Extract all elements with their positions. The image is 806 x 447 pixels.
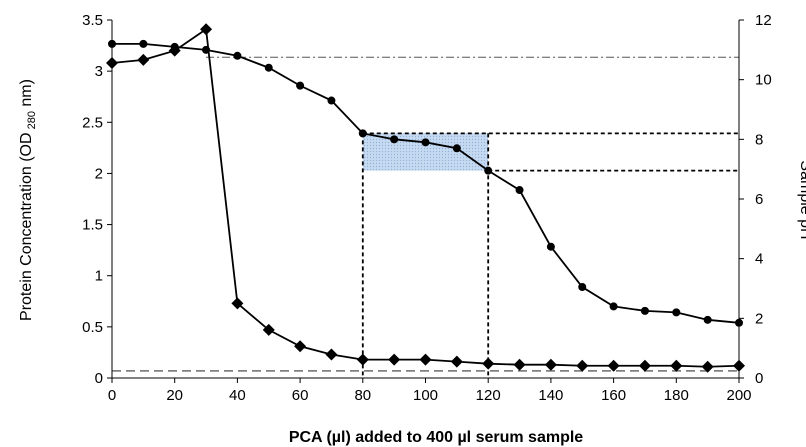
annotations-layer bbox=[112, 56, 739, 378]
series-2-point bbox=[452, 144, 461, 153]
right-tick-label: 2 bbox=[755, 310, 763, 327]
left-axis-title-end: nm) bbox=[18, 79, 35, 111]
series-2-point bbox=[578, 283, 587, 292]
x-tick-label: 120 bbox=[476, 387, 501, 404]
series-1-point bbox=[137, 53, 150, 66]
x-tick-label: 180 bbox=[664, 387, 689, 404]
x-tick-label: 80 bbox=[354, 387, 371, 404]
right-tick-label: 4 bbox=[755, 251, 763, 268]
series-2-point bbox=[515, 186, 524, 195]
x-tick-label: 200 bbox=[726, 387, 751, 404]
series-2-point bbox=[139, 39, 148, 48]
x-tick-label: 60 bbox=[292, 387, 309, 404]
series-1-point bbox=[419, 353, 432, 366]
right-tick-label: 0 bbox=[755, 370, 763, 387]
series-2-point bbox=[296, 81, 305, 90]
series-1-point bbox=[544, 358, 557, 371]
series-2-point bbox=[640, 306, 649, 315]
x-tick-label: 40 bbox=[229, 387, 246, 404]
left-tick-label: 2.5 bbox=[82, 114, 103, 131]
series-1-point bbox=[106, 56, 118, 69]
series-2-point bbox=[390, 135, 399, 144]
series-2-point bbox=[327, 96, 336, 105]
series-1-point bbox=[733, 359, 745, 372]
right-tick-label: 8 bbox=[755, 131, 763, 148]
series-1-point bbox=[294, 340, 307, 353]
series-1-point bbox=[231, 297, 244, 310]
series-1-point bbox=[607, 359, 620, 372]
series-2-point bbox=[703, 315, 712, 324]
series-2-point bbox=[108, 39, 116, 48]
series-2-point bbox=[358, 129, 367, 138]
right-axis-title: Sample pH bbox=[797, 160, 806, 239]
series-2-line bbox=[112, 42, 740, 324]
left-tick-label: 0.5 bbox=[82, 319, 103, 336]
series-2-point bbox=[202, 45, 211, 54]
series-1-point bbox=[388, 353, 401, 366]
series-1-point bbox=[200, 23, 213, 36]
left-tick-label: 0 bbox=[95, 370, 103, 387]
x-tick-label: 140 bbox=[538, 387, 563, 404]
x-tick-label: 100 bbox=[413, 387, 438, 404]
series-1-point bbox=[356, 353, 369, 366]
series-1-point bbox=[482, 357, 495, 370]
right-tick-label: 6 bbox=[755, 191, 763, 208]
series-2-point bbox=[546, 242, 555, 251]
series-1-point bbox=[638, 359, 651, 372]
left-tick-label: 3 bbox=[95, 63, 103, 80]
series-2-point bbox=[170, 42, 179, 51]
series-2-point bbox=[421, 138, 430, 147]
right-tick-label: 10 bbox=[755, 72, 772, 89]
left-tick-label: 1 bbox=[95, 268, 103, 285]
series-2-point bbox=[609, 302, 618, 311]
left-tick-label: 3.5 bbox=[82, 12, 103, 29]
series-1-point bbox=[576, 359, 589, 372]
left-tick-label: 1.5 bbox=[82, 217, 103, 234]
x-tick-label: 20 bbox=[166, 387, 183, 404]
left-tick-label: 2 bbox=[95, 165, 103, 182]
series-1-point bbox=[513, 358, 526, 371]
series-1-line bbox=[111, 27, 740, 368]
series-2-point bbox=[484, 166, 493, 175]
series-1-point bbox=[450, 355, 463, 368]
series-2-point bbox=[672, 308, 681, 317]
series-1-point bbox=[701, 360, 714, 373]
series-2-point bbox=[264, 63, 273, 72]
x-axis-title: PCA (µl) added to 400 µl serum sample bbox=[289, 429, 583, 446]
left-axis-title-main: Protein Concentration (OD bbox=[18, 132, 35, 321]
series-2-point bbox=[233, 51, 242, 60]
x-tick-label: 160 bbox=[601, 387, 626, 404]
series-layer bbox=[106, 23, 745, 373]
series-1-point bbox=[670, 359, 683, 372]
x-tick-label: 0 bbox=[108, 387, 116, 404]
series-2-point bbox=[735, 318, 743, 327]
left-axis-title: Protein Concentration (OD 280 nm) bbox=[18, 79, 38, 321]
left-axis-title-subscript: 280 bbox=[26, 111, 38, 132]
right-tick-label: 12 bbox=[755, 12, 772, 29]
axes-layer: 0 20 40 60 80 100 120 140 160 180 20000.511.522.53… bbox=[82, 12, 772, 404]
series-1-point bbox=[262, 323, 275, 336]
series-1-point bbox=[325, 348, 338, 361]
